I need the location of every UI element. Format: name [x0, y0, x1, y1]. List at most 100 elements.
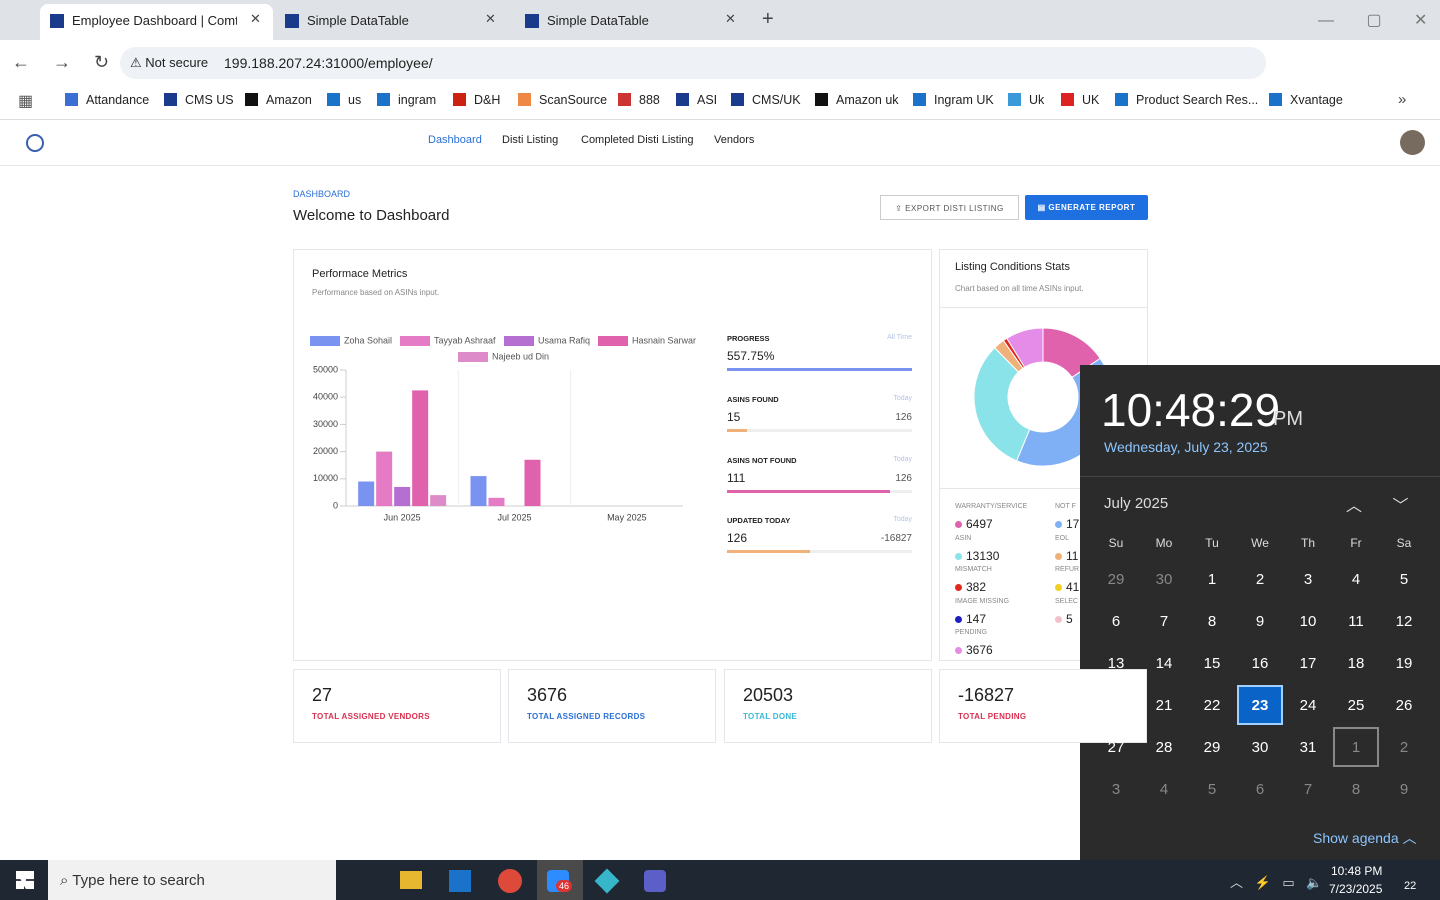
day[interactable]: 15 [1203, 655, 1221, 672]
report-button[interactable]: ▤ GENERATE REPORT [1025, 195, 1148, 220]
day[interactable]: 25 [1347, 697, 1365, 714]
icon[interactable] [594, 868, 620, 894]
tab-close[interactable]: ✕ [725, 11, 736, 26]
day[interactable]: 28 [1155, 739, 1173, 756]
summary-label[interactable]: TOTAL ASSIGNED VENDORS [312, 712, 430, 721]
nav-link[interactable]: Vendors [714, 134, 755, 146]
day[interactable]: 11 [1348, 613, 1364, 630]
weekday: Sa [1396, 536, 1412, 550]
day[interactable]: 3 [1303, 571, 1313, 588]
bookmark[interactable]: us [348, 93, 362, 107]
legend-label: PENDING [955, 629, 987, 636]
icon[interactable] [644, 870, 666, 892]
notifications[interactable]: 22 [1404, 880, 1417, 892]
day[interactable]: 23 [1251, 697, 1269, 714]
search-text[interactable]: ⌕ Type here to search [60, 872, 205, 889]
day[interactable]: 7 [1303, 781, 1313, 798]
day[interactable]: 8 [1207, 613, 1217, 630]
nav-link[interactable]: Disti Listing [502, 134, 559, 146]
clock-date[interactable]: Wednesday, July 23, 2025 [1104, 439, 1268, 455]
day[interactable]: 2 [1255, 571, 1265, 588]
summary-label[interactable]: TOTAL PENDING [958, 712, 1027, 721]
omnibox[interactable] [120, 47, 1266, 79]
day[interactable]: 9 [1255, 613, 1265, 630]
nav-link[interactable]: Dashboard [428, 134, 482, 146]
day[interactable]: 17 [1299, 655, 1317, 672]
bookmark[interactable]: Product Search Res... [1136, 93, 1259, 107]
day[interactable]: 19 [1395, 655, 1413, 672]
nav-link[interactable]: Completed Disti Listing [581, 134, 694, 146]
day[interactable]: 18 [1347, 655, 1365, 672]
bookmark[interactable]: CMS US [185, 93, 234, 107]
bookmark[interactable]: Amazon [266, 93, 312, 107]
day[interactable]: 1 [1351, 739, 1361, 756]
bookmark[interactable]: Ingram UK [934, 93, 994, 107]
day[interactable]: 26 [1395, 697, 1413, 714]
start-button[interactable] [16, 871, 34, 889]
day[interactable]: 4 [1159, 781, 1169, 798]
icon[interactable] [498, 869, 522, 893]
day[interactable]: 12 [1395, 613, 1413, 630]
day[interactable]: 13 [1107, 655, 1125, 672]
tab[interactable] [40, 4, 273, 40]
day[interactable]: 22 [1203, 697, 1221, 714]
day[interactable]: 6 [1255, 781, 1265, 798]
tray-date[interactable]: 7/23/2025 [1329, 882, 1383, 896]
bookmark[interactable]: 888 [639, 93, 660, 107]
day-cell[interactable] [1333, 727, 1379, 767]
summary-label[interactable]: TOTAL DONE [743, 712, 798, 721]
day[interactable]: 30 [1155, 571, 1173, 588]
legend-label: Zoha Sohail [344, 335, 392, 345]
day-cell[interactable] [1237, 685, 1283, 725]
icon[interactable] [400, 871, 422, 889]
bookmark[interactable]: Attandance [86, 93, 150, 107]
day[interactable]: 29 [1107, 571, 1125, 588]
day[interactable]: 24 [1299, 697, 1317, 714]
bookmark[interactable]: Xvantage [1290, 93, 1343, 107]
bookmark[interactable]: Uk [1029, 93, 1045, 107]
day[interactable]: 31 [1299, 739, 1317, 756]
bookmarks-more[interactable]: » [1398, 91, 1407, 108]
day[interactable]: 14 [1155, 655, 1173, 672]
bookmark[interactable]: CMS/UK [752, 93, 801, 107]
day[interactable]: 21 [1155, 697, 1173, 714]
tab-close[interactable]: ✕ [485, 11, 496, 26]
bookmark[interactable]: UK [1082, 93, 1100, 107]
day[interactable]: 16 [1251, 655, 1269, 672]
bookmark[interactable]: ingram [398, 93, 437, 107]
url[interactable]: 199.188.207.24:31000/employee/ [224, 55, 433, 71]
export-button[interactable]: ⇪ EXPORT DISTI LISTING [880, 195, 1019, 220]
icon[interactable] [449, 870, 471, 892]
day[interactable]: 9 [1399, 781, 1409, 798]
tab-close[interactable]: ✕ [250, 11, 261, 26]
summary-label[interactable]: TOTAL ASSIGNED RECORDS [527, 712, 646, 721]
day[interactable]: 7 [1159, 613, 1169, 630]
summary-value: 3676 [527, 685, 568, 705]
day[interactable]: 5 [1399, 571, 1409, 588]
day[interactable]: 8 [1351, 781, 1361, 798]
day[interactable]: 1 [1207, 571, 1217, 588]
security[interactable]: ⚠ Not secure [130, 55, 209, 70]
bookmark[interactable]: ASI [697, 93, 718, 107]
bookmark[interactable]: Amazon uk [836, 93, 899, 107]
day[interactable]: 2 [1399, 739, 1409, 756]
show-agenda[interactable]: Show agenda ︿ [1313, 830, 1417, 846]
bookmark[interactable]: D&H [474, 93, 501, 107]
day[interactable]: 4 [1351, 571, 1361, 588]
day[interactable]: 30 [1251, 739, 1269, 756]
calendar-month[interactable]: July 2025 [1104, 495, 1169, 512]
day[interactable]: 29 [1203, 739, 1221, 756]
day[interactable]: 20 [1107, 697, 1125, 714]
day[interactable]: 27 [1107, 739, 1125, 756]
day[interactable]: 10 [1299, 613, 1317, 630]
bookmark[interactable]: ScanSource [539, 93, 608, 107]
legend-dot [955, 552, 962, 560]
new-tab[interactable]: + [762, 8, 774, 30]
search-box[interactable] [48, 860, 336, 900]
day[interactable]: 6 [1111, 613, 1121, 630]
avatar[interactable] [1400, 130, 1425, 155]
day[interactable]: 5 [1207, 781, 1217, 798]
tray-time[interactable]: 10:48 PM [1331, 864, 1383, 878]
day[interactable]: 3 [1111, 781, 1121, 798]
month-arrows[interactable]: ︿ ﹀ [1346, 498, 1409, 515]
